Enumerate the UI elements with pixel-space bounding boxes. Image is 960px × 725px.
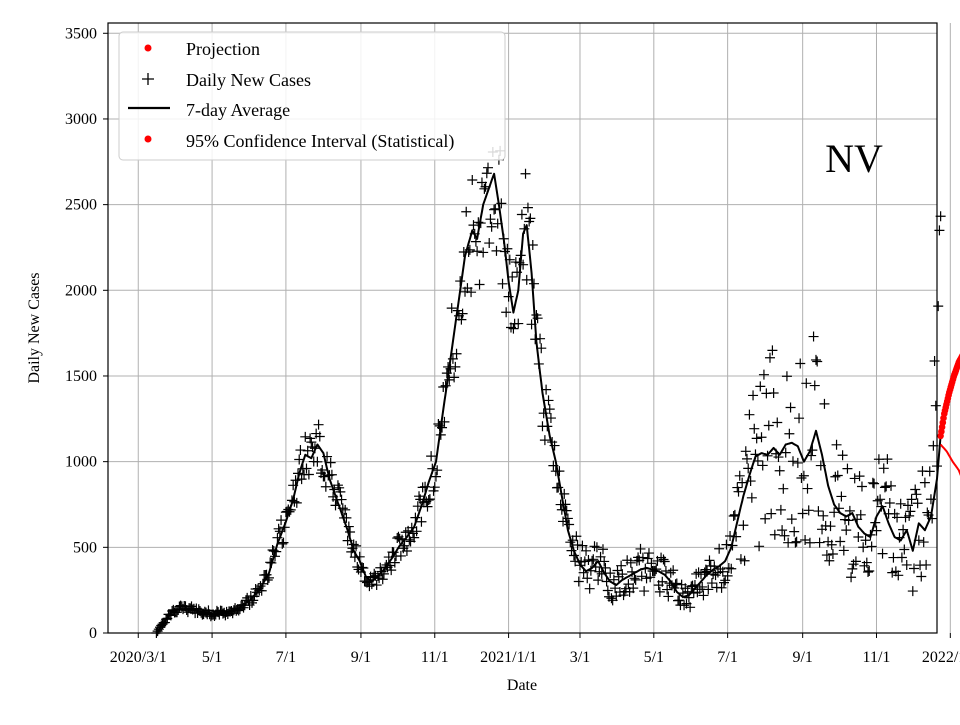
x-tick-label: 2021/1/1	[480, 649, 537, 666]
x-tick-label: 5/1	[202, 649, 222, 666]
legend-ci-label: 95% Confidence Interval (Statistical)	[186, 131, 454, 152]
state-label: NV	[825, 136, 883, 181]
legend-average-label: 7-day Average	[186, 100, 290, 120]
x-tick-label: 11/1	[421, 649, 449, 666]
y-tick-label: 3000	[65, 111, 97, 128]
y-tick-label: 1500	[65, 368, 97, 385]
legend-daily-cases-label: Daily New Cases	[186, 70, 311, 90]
y-tick-label: 1000	[65, 454, 97, 471]
x-tick-label: 3/1	[570, 649, 590, 666]
legend-ci-marker	[145, 136, 152, 143]
legend-projection-marker	[145, 45, 152, 52]
y-axis-title: Daily New Cases	[26, 272, 43, 383]
x-tick-label: 5/1	[644, 649, 664, 666]
y-tick-label: 2000	[65, 282, 97, 299]
y-tick-label: 2500	[65, 197, 97, 214]
y-tick-label: 3500	[65, 25, 97, 42]
x-tick-label: 2022/1/1	[922, 649, 960, 666]
y-tick-label: 500	[73, 539, 97, 556]
x-tick-label: 2020/3/1	[110, 649, 167, 666]
x-tick-label: 7/1	[717, 649, 737, 666]
x-axis-title: Date	[507, 677, 537, 694]
legend: Projection Daily New Cases 7-day Average…	[119, 32, 505, 160]
legend-projection-label: Projection	[186, 39, 260, 59]
y-tick-label: 0	[89, 625, 97, 642]
x-tick-label: 11/1	[863, 649, 891, 666]
x-tick-label: 7/1	[276, 649, 296, 666]
x-tick-label: 9/1	[351, 649, 371, 666]
x-tick-label: 9/1	[792, 649, 812, 666]
